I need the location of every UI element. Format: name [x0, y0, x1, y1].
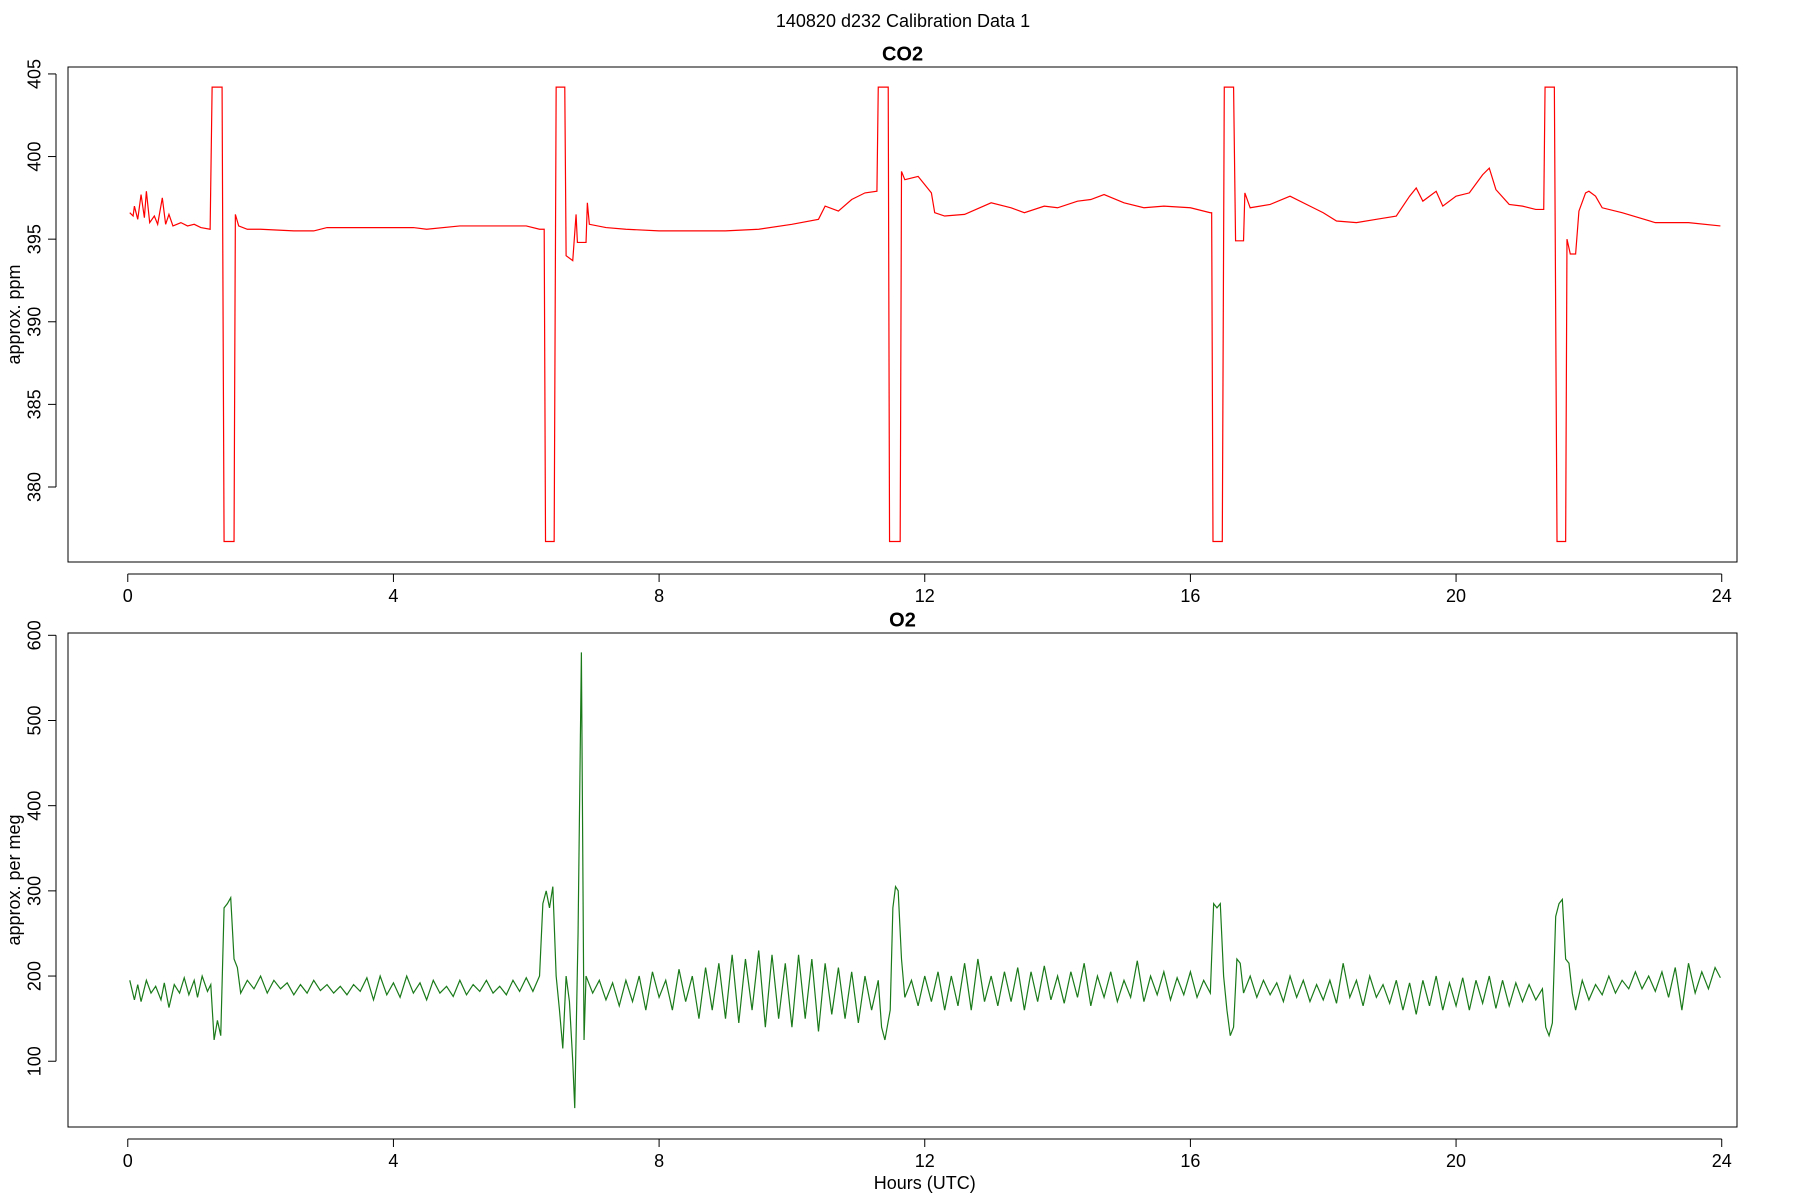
y-tick-label: 400 — [25, 791, 45, 821]
x-tick-label: 0 — [123, 1151, 133, 1171]
x-tick-label: 16 — [1180, 586, 1200, 606]
y-tick-label: 385 — [25, 389, 45, 419]
plot-frame — [67, 66, 1738, 563]
y-tick-label: 200 — [25, 961, 45, 991]
data-line — [129, 86, 1721, 543]
y-tick-label: 300 — [25, 876, 45, 906]
y-axis-label: approx. per meg — [4, 814, 24, 945]
x-tick-label: 24 — [1712, 1151, 1732, 1171]
figure-title: 140820 d232 Calibration Data 1 — [776, 11, 1030, 31]
y-tick-label: 380 — [25, 472, 45, 502]
x-tick-label: 24 — [1712, 586, 1732, 606]
x-tick-label: 0 — [123, 586, 133, 606]
x-axis-label: Hours (UTC) — [874, 1173, 976, 1193]
panel-title: O2 — [889, 609, 916, 631]
y-tick-label: 100 — [25, 1046, 45, 1076]
y-tick-label: 395 — [25, 224, 45, 254]
x-tick-label: 4 — [388, 586, 398, 606]
plot-frame — [67, 632, 1738, 1128]
x-tick-label: 8 — [654, 586, 664, 606]
x-tick-label: 16 — [1180, 1151, 1200, 1171]
data-line — [129, 652, 1721, 1109]
x-tick-label: 4 — [388, 1151, 398, 1171]
panel-title: CO2 — [882, 43, 923, 65]
x-tick-label: 12 — [915, 1151, 935, 1171]
y-tick-label: 500 — [25, 705, 45, 735]
y-tick-label: 405 — [25, 59, 45, 89]
y-tick-label: 400 — [25, 142, 45, 172]
x-tick-label: 12 — [915, 586, 935, 606]
y-tick-label: 390 — [25, 307, 45, 337]
x-tick-label: 20 — [1446, 1151, 1466, 1171]
x-tick-label: 8 — [654, 1151, 664, 1171]
y-tick-label: 600 — [25, 620, 45, 650]
y-axis-label: approx. ppm — [4, 264, 24, 364]
x-tick-label: 20 — [1446, 586, 1466, 606]
